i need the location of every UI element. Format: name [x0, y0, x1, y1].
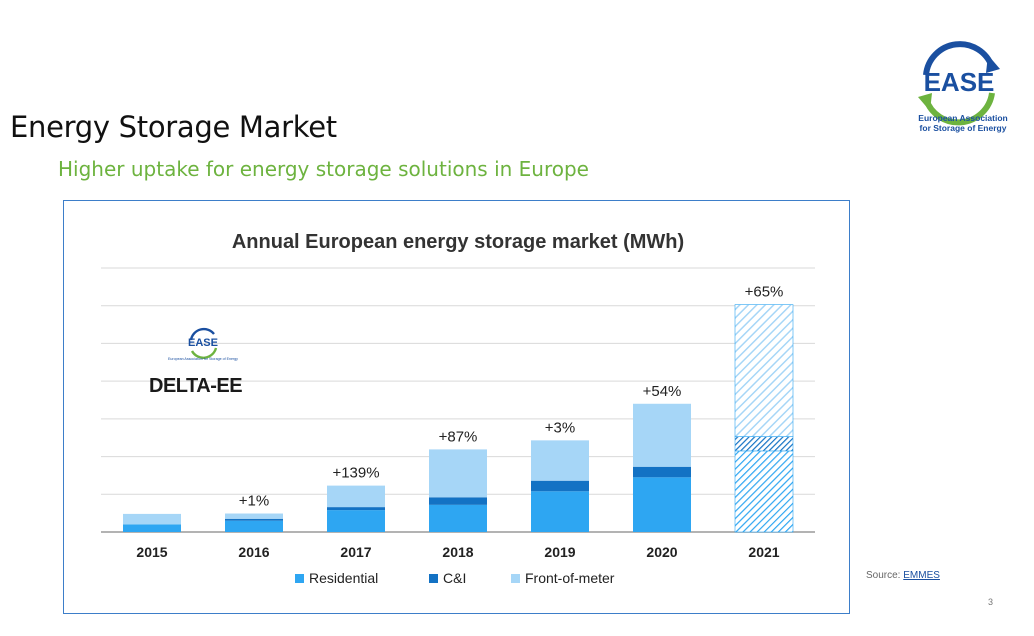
- x-tick-label: 2018: [442, 544, 473, 560]
- chart-ease-logo: EASE European Association for Storage of…: [168, 327, 238, 361]
- logo-wordmark: EASE: [924, 67, 995, 97]
- bar-residential: [123, 524, 181, 532]
- ease-tagline: European Association for Storage of Ener…: [908, 113, 1018, 133]
- bar-residential: [429, 504, 487, 532]
- growth-label: +139%: [332, 465, 379, 482]
- growth-label: +1%: [239, 493, 269, 510]
- bar-ci: [327, 507, 385, 511]
- chart-frame: [63, 200, 850, 614]
- source-link[interactable]: EMMES: [903, 570, 940, 581]
- bar-residential: [734, 450, 794, 533]
- chart: Annual European energy storage market (M…: [101, 231, 815, 586]
- chart-bars: [123, 304, 794, 533]
- logo-arc-blue: [923, 41, 995, 76]
- legend-item: Residential: [295, 570, 378, 586]
- source-note: Source: EMMES: [866, 570, 940, 581]
- legend-item: Front-of-meter: [511, 570, 615, 586]
- bar-front-of-meter: [123, 513, 181, 525]
- legend-label: Residential: [309, 570, 378, 586]
- x-tick-label: 2020: [646, 544, 677, 560]
- source-label: Source:: [866, 570, 901, 581]
- slide-subtitle: Higher uptake for energy storage solutio…: [58, 157, 589, 181]
- logo-arrow-green: [918, 93, 932, 111]
- growth-label: +54%: [643, 383, 682, 400]
- chart-labels: 2015 +1% 2016 +139% 2017 +87% 2018 +3% 2019 +54% 2…: [136, 284, 783, 560]
- bar-ci: [225, 518, 283, 521]
- growth-label: +87%: [439, 428, 478, 445]
- chart-title: Annual European energy storage market (M…: [232, 231, 684, 253]
- x-tick-label: 2016: [238, 544, 269, 560]
- logo-arrow-blue: [986, 55, 1000, 73]
- legend-swatch: [511, 574, 520, 583]
- slide-title: Energy Storage Market: [10, 110, 337, 144]
- ease-logo: EASE: [918, 41, 1000, 126]
- x-tick-label: 2019: [544, 544, 575, 560]
- ease-tagline-line2: for Storage of Energy: [919, 123, 1007, 133]
- ease-tagline-line1: European Association: [918, 113, 1008, 123]
- chart-legend: Residential C&I Front-of-meter: [295, 570, 615, 586]
- delta-ee-logo: DELTA-EE: [149, 375, 242, 397]
- bar-front-of-meter: [734, 304, 794, 437]
- bar-residential: [327, 510, 385, 532]
- x-tick-label: 2015: [136, 544, 167, 560]
- bar-residential: [225, 520, 283, 532]
- x-tick-label: 2021: [748, 544, 779, 560]
- bar-ci: [633, 466, 691, 478]
- bar-residential: [633, 477, 691, 532]
- legend-label: Front-of-meter: [525, 570, 615, 586]
- chart-ease-tag: European Association for Storage of Ener…: [168, 357, 238, 361]
- legend-swatch: [429, 574, 438, 583]
- bar-front-of-meter: [531, 440, 589, 481]
- bar-front-of-meter: [327, 485, 385, 508]
- page-number: 3: [988, 597, 994, 607]
- bar-ci: [531, 480, 589, 492]
- x-tick-label: 2017: [340, 544, 371, 560]
- legend-item: C&I: [429, 570, 466, 586]
- bar-ci: [734, 436, 794, 452]
- logo-arc-green: [923, 92, 995, 126]
- bar-ci: [429, 497, 487, 505]
- legend-swatch: [295, 574, 304, 583]
- bar-front-of-meter: [429, 449, 487, 498]
- chart-ease-wordmark: EASE: [188, 337, 218, 349]
- growth-label: +65%: [745, 284, 784, 301]
- legend-label: C&I: [443, 570, 466, 586]
- growth-label: +3%: [545, 419, 575, 436]
- bar-front-of-meter: [225, 513, 283, 519]
- bar-residential: [531, 491, 589, 532]
- bar-front-of-meter: [633, 403, 691, 467]
